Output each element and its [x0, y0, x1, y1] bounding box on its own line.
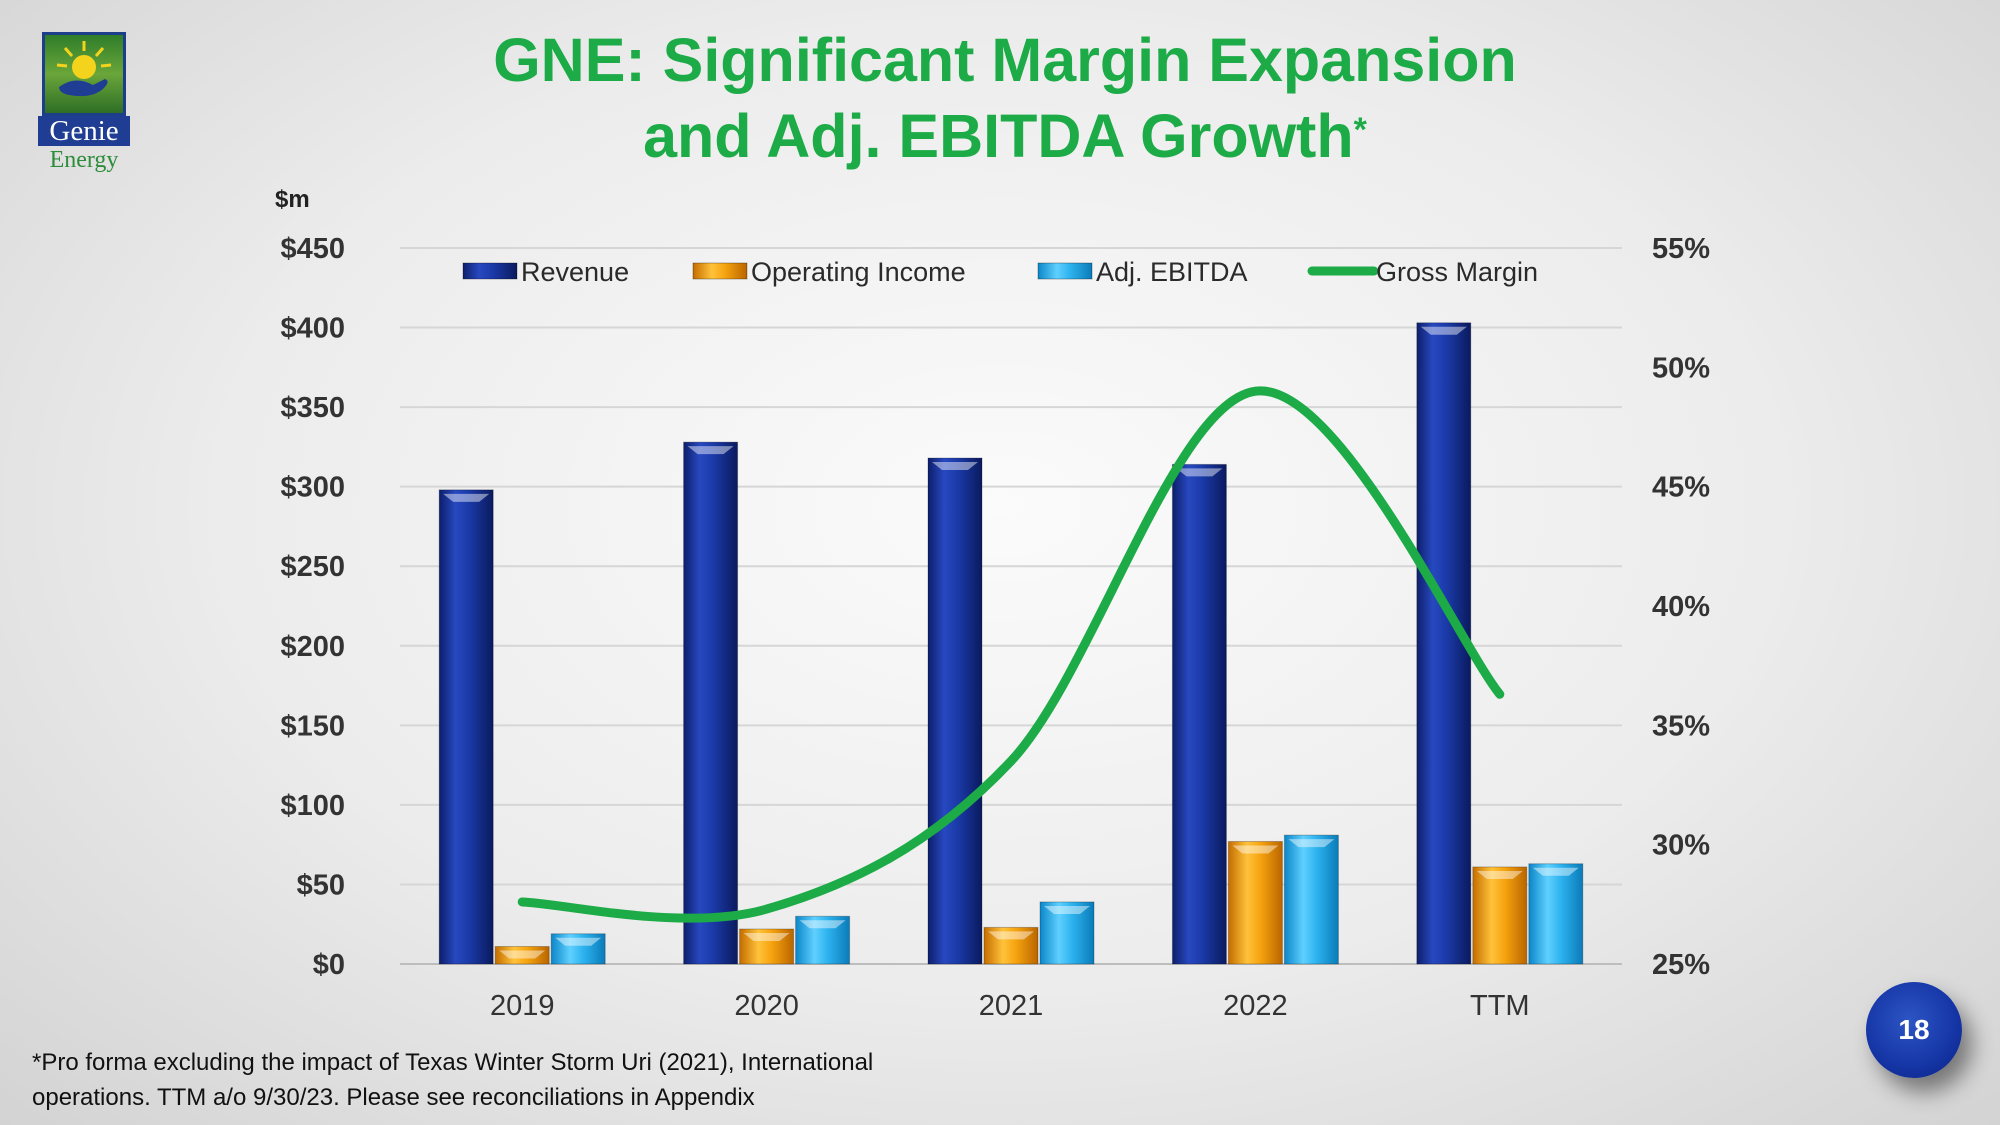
y-tick-label-right: 55% — [1652, 233, 1710, 265]
y-tick-label-left: $150 — [280, 710, 345, 742]
bar-bevel — [988, 931, 1034, 940]
x-tick-label: 2022 — [1223, 990, 1288, 1022]
slide-title: GNE: Significant Margin Expansion and Ad… — [380, 22, 1630, 174]
legend-swatch-operating-income — [692, 262, 748, 280]
bar-bevel — [743, 932, 790, 941]
y-tick-label-right: 25% — [1652, 949, 1710, 981]
bar-revenue-ttm — [1416, 322, 1472, 965]
bar-bevel — [687, 446, 734, 455]
y-tick-label-right: 40% — [1652, 591, 1710, 623]
bar-adj-ebitda-2021 — [1039, 901, 1095, 965]
title-line-1: GNE: Significant Margin Expansion — [493, 26, 1517, 94]
bar-revenue-2021 — [927, 457, 983, 965]
bar-operating-income-ttm — [1472, 866, 1528, 965]
y-tick-label-left: $0 — [313, 949, 345, 981]
x-tick-label: 2020 — [734, 990, 799, 1022]
x-tick-label: 2019 — [490, 990, 555, 1022]
bar-operating-income-2019 — [494, 945, 550, 965]
legend-label-gross-margin: Gross Margin — [1376, 257, 1538, 287]
y-tick-label-right: 50% — [1652, 352, 1710, 384]
bar-bevel — [1476, 870, 1523, 879]
y-tick-label-left: $200 — [280, 631, 345, 663]
bar-bevel — [1176, 468, 1223, 477]
x-tick-label: 2021 — [979, 990, 1044, 1022]
footnote: *Pro forma excluding the impact of Texas… — [32, 1045, 1032, 1115]
bar-bevel — [1288, 839, 1335, 848]
y-tick-label-right: 30% — [1652, 830, 1710, 862]
bar-bevel — [443, 493, 490, 502]
unit-label: $m — [275, 186, 310, 213]
y-tick-label-left: $50 — [297, 869, 345, 901]
y-tick-label-left: $350 — [280, 392, 345, 424]
bar-adj-ebitda-2020 — [795, 915, 851, 965]
bar-bevel — [555, 937, 602, 946]
title-line-2: and Adj. EBITDA Growth* — [380, 98, 1630, 174]
y-tick-label-left: $300 — [280, 472, 345, 504]
legend-label-revenue: Revenue — [521, 257, 629, 287]
bar-adj-ebitda-2022 — [1283, 834, 1339, 965]
y-tick-label-right: 35% — [1652, 710, 1710, 742]
legend-label-operating-income: Operating Income — [751, 257, 966, 287]
bar-operating-income-2020 — [739, 928, 795, 965]
bar-revenue-2020 — [683, 441, 739, 965]
logo-subtitle: Energy — [49, 147, 119, 173]
legend-swatch-adj-ebitda — [1037, 262, 1093, 280]
bar-bevel — [1532, 867, 1579, 876]
gross-margin-line — [517, 386, 1505, 923]
page-number-badge: 18 — [1866, 982, 1962, 1078]
bar-bevel — [499, 950, 546, 959]
y-tick-label-left: $250 — [280, 551, 345, 583]
x-tick-label: TTM — [1470, 990, 1530, 1022]
legend-label-adj-ebitda: Adj. EBITDA — [1096, 257, 1248, 287]
bar-revenue-2019 — [438, 489, 494, 965]
bar-operating-income-2022 — [1227, 840, 1283, 965]
logo-name: Genie — [38, 116, 130, 146]
bar-bevel — [932, 462, 978, 471]
lamp-sun-icon — [42, 32, 126, 116]
bar-bevel — [799, 920, 846, 929]
bar-bevel — [1420, 326, 1467, 335]
genie-energy-logo: Genie Energy — [38, 32, 130, 172]
y-tick-label-right: 45% — [1652, 472, 1710, 504]
bar-adj-ebitda-2019 — [550, 933, 606, 965]
bar-adj-ebitda-ttm — [1528, 863, 1584, 965]
footnote-line-1: *Pro forma excluding the impact of Texas… — [32, 1049, 874, 1076]
y-tick-label-left: $450 — [280, 233, 345, 265]
footnote-line-2: operations. TTM a/o 9/30/23. Please see … — [32, 1084, 755, 1111]
y-tick-label-left: $400 — [280, 313, 345, 345]
bar-bevel — [1232, 845, 1279, 854]
title-line-2-text: and Adj. EBITDA Growth — [643, 102, 1354, 170]
bar-bevel — [1044, 905, 1090, 914]
y-tick-label-left: $100 — [280, 790, 345, 822]
bar-revenue-2022 — [1171, 463, 1227, 965]
title-asterisk: * — [1353, 111, 1367, 149]
bar-operating-income-2021 — [983, 926, 1039, 965]
legend-swatch-revenue — [462, 262, 518, 280]
